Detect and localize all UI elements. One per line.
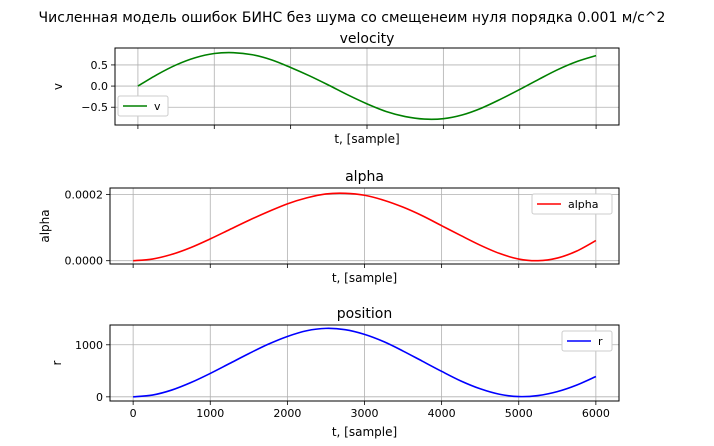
y-axis-label: v [51, 83, 65, 90]
x-tick-label: 1000 [196, 407, 224, 420]
series-line-r [133, 327, 597, 398]
y-tick-label: 0.0002 [65, 189, 104, 202]
chart-alpha: alpha 0.0002 0.0000 t, [sample] alpha alpha [38, 169, 620, 285]
y-axis-label: r [50, 360, 64, 365]
legend-box [531, 193, 613, 215]
x-tick-label: 6000 [582, 407, 610, 420]
y-tick-label: 0.0 [91, 80, 109, 93]
y-tick-label: 0.0000 [65, 255, 104, 268]
x-tick-label: 5000 [505, 407, 533, 420]
y-tick-label: −0.5 [81, 101, 108, 114]
y-tick-label: 0 [96, 391, 103, 404]
legend-label: alpha [568, 198, 599, 211]
y-tick-label: 1000 [75, 339, 103, 352]
legend-label: r [598, 335, 603, 348]
x-axis-label: t, [sample] [334, 132, 399, 146]
y-tick-label: 0.5 [91, 59, 109, 72]
y-axis-label: alpha [38, 209, 52, 242]
figure-suptitle: Численная модель ошибок БИНС без шума со… [39, 10, 666, 26]
legend-label: v [154, 100, 161, 113]
x-axis-label: t, [sample] [332, 271, 397, 285]
x-tick-label: 0 [130, 407, 137, 420]
legend: v [117, 95, 169, 117]
legend: r [561, 330, 613, 352]
chart-title: alpha [345, 169, 384, 185]
chart-title: velocity [340, 31, 395, 47]
x-tick-label: 4000 [428, 407, 456, 420]
chart-title: position [337, 306, 392, 322]
x-tick-label: 3000 [351, 407, 379, 420]
x-tick-label: 2000 [273, 407, 301, 420]
series-line-alpha [133, 192, 597, 262]
chart-position: position 0 1000 2000 3000 4000 5000 6000 1000 0 t,… [50, 306, 620, 439]
series-line-v [137, 51, 597, 121]
legend: alpha [531, 193, 613, 215]
x-axis-label: t, [sample] [332, 425, 397, 439]
plots-container: velocity 0.5 0.0 −0.5 t, [sample] v v alpha 0.00… [38, 31, 620, 439]
chart-velocity: velocity 0.5 0.0 −0.5 t, [sample] v v [51, 31, 620, 146]
